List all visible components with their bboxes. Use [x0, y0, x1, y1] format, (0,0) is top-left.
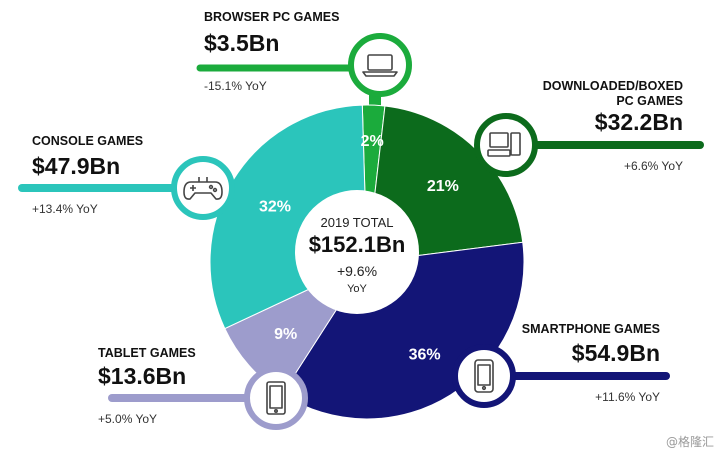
monitor: [489, 132, 509, 148]
segment-yoy-tablet-games: +5.0% YoY: [98, 412, 157, 426]
callout-layer: BROWSER PC GAMES $3.5Bn -15.1% YoY DOWNLOAD…: [32, 10, 683, 430]
callout-console-games: CONSOLE GAMES $47.9Bn +13.4% YoY: [32, 134, 235, 220]
desktop-pc-icon: [487, 132, 521, 157]
laptop-base: [362, 71, 398, 77]
segment-value-downloaded-boxed-pc-games: $32.2Bn: [595, 109, 683, 135]
watermark: @格隆汇: [666, 434, 714, 449]
icon-badge-downloaded-boxed-pc-games: [474, 113, 538, 177]
callout-smartphone-games: SMARTPHONE GAMES $54.9Bn +11.6% YoY: [452, 322, 660, 408]
tablet-button: [273, 408, 278, 413]
segment-value-browser-pc-games: $3.5Bn: [204, 30, 279, 56]
gamepad-icon: [183, 177, 223, 200]
segment-title-downloaded-boxed-pc-games-line-2: PC GAMES: [616, 94, 683, 108]
center-growth-unit: YoY: [347, 283, 367, 295]
segment-title-tablet-games: TABLET GAMES: [98, 346, 196, 360]
tablet-screen: [269, 385, 283, 409]
slice-percent-console-games: 32%: [259, 198, 291, 215]
icon-badge-browser-pc-games: [348, 33, 412, 97]
gamepad-button-a: [208, 184, 214, 190]
percent-labels: 2% 21% 36% 9% 32%: [259, 133, 459, 363]
segment-value-smartphone-games: $54.9Bn: [572, 340, 660, 366]
segment-title-downloaded-boxed-pc-games: DOWNLOADED/BOXED: [543, 79, 683, 93]
icon-badge-tablet-games: [244, 366, 308, 430]
segment-value-tablet-games: $13.6Bn: [98, 363, 186, 389]
phone-screen: [477, 364, 491, 386]
tablet-body: [266, 381, 286, 415]
segment-title-console-games: CONSOLE GAMES: [32, 134, 143, 148]
center-hub: 2019 TOTAL $152.1Bn +9.6% YoY: [295, 190, 419, 314]
segment-yoy-smartphone-games: +11.6% YoY: [595, 390, 660, 404]
slice-percent-browser-pc-games: 2%: [361, 133, 384, 150]
gamepad-dpad: [190, 185, 196, 191]
center-growth: +9.6%: [337, 263, 377, 279]
center-label: 2019 TOTAL: [321, 215, 394, 230]
segment-yoy-console-games: +13.4% YoY: [32, 202, 98, 216]
slice-percent-smartphone-games: 36%: [409, 346, 441, 363]
icon-badge-console-games: [171, 156, 235, 220]
segment-yoy-downloaded-boxed-pc-games: +6.6% YoY: [624, 159, 683, 173]
slice-percent-downloaded-boxed-pc-games: 21%: [427, 178, 459, 195]
smartphone-icon: [474, 359, 494, 393]
gamepad-grips: [198, 177, 208, 182]
gamepad-body: [183, 181, 223, 200]
tablet-icon: [266, 381, 286, 415]
callout-browser-pc-games: BROWSER PC GAMES $3.5Bn -15.1% YoY: [204, 10, 412, 97]
segment-title-browser-pc-games: BROWSER PC GAMES: [204, 10, 339, 24]
icon-badge-smartphone-games: [452, 344, 516, 408]
segment-yoy-browser-pc-games: -15.1% YoY: [204, 79, 267, 93]
phone-button: [481, 385, 487, 391]
callout-tablet-games: TABLET GAMES $13.6Bn +5.0% YoY: [98, 346, 308, 430]
slice-percent-tablet-games: 9%: [274, 326, 297, 343]
phone-body: [474, 359, 494, 393]
center-circle: [295, 190, 419, 314]
keyboard: [487, 149, 511, 157]
gamepad-button-b: [212, 187, 218, 193]
laptop-screen: [367, 54, 393, 71]
center-total: $152.1Bn: [309, 232, 406, 257]
tower: [510, 132, 521, 156]
segment-value-console-games: $47.9Bn: [32, 153, 120, 179]
laptop-icon: [362, 54, 398, 77]
segment-title-smartphone-games: SMARTPHONE GAMES: [522, 322, 660, 336]
